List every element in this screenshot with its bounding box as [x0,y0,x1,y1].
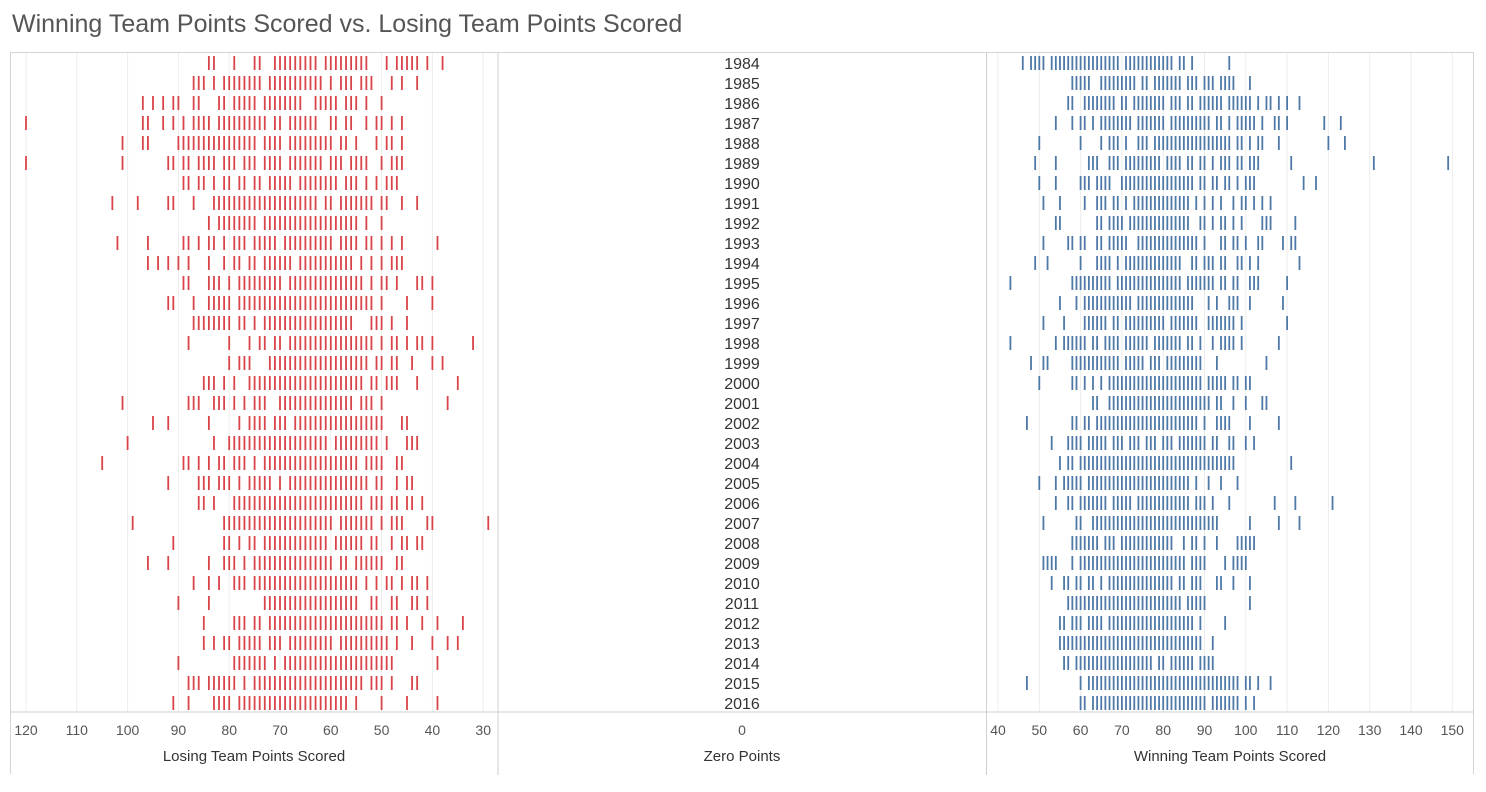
year-label: 2003 [724,436,760,453]
tick-label: 40 [425,722,441,738]
year-label: 1994 [724,256,760,273]
year-label: 2009 [724,556,760,573]
year-label: 2004 [724,456,760,473]
year-label: 2000 [724,376,760,393]
year-label: 2013 [724,636,760,653]
year-label: 2014 [724,656,760,673]
tick-label: 40 [990,722,1006,738]
year-label: 2002 [724,416,760,433]
zero-axis-title: Zero Points [703,748,781,765]
tick-label: 0 [738,722,746,738]
tick-label: 70 [272,722,288,738]
year-label: 2007 [724,516,760,533]
tick-label: 120 [14,722,38,738]
year-label: 1987 [724,116,760,133]
year-label: 2010 [724,576,760,593]
year-label: 1993 [724,236,760,253]
tick-label: 60 [323,722,339,738]
year-label: 1998 [724,336,760,353]
year-label: 1988 [724,136,760,153]
tick-label: 100 [1234,722,1258,738]
tick-label: 140 [1399,722,1423,738]
year-label: 1991 [724,196,760,213]
tick-label: 100 [116,722,140,738]
year-label: 2011 [725,596,760,613]
year-label: 2006 [724,496,760,513]
year-label: 1996 [724,296,760,313]
year-label: 1986 [724,96,760,113]
year-label: 2008 [724,536,760,553]
chart-title: Winning Team Points Scored vs. Losing Te… [12,10,683,38]
losing-panel [25,56,490,710]
tick-label: 30 [475,722,491,738]
year-label: 2016 [724,696,760,713]
tick-label: 150 [1441,722,1465,738]
losing-axis-title: Losing Team Points Scored [162,748,346,765]
year-label: 2005 [724,476,760,493]
tick-label: 70 [1114,722,1130,738]
tick-label: 130 [1358,722,1382,738]
year-label: 1997 [724,316,760,333]
zero-points-panel: 1984 1985 1986 1987 1988 1989 1990 1991 1992 1993… [724,56,760,713]
tick-label: 50 [1032,722,1048,738]
tick-label: 80 [221,722,237,738]
tick-label: 90 [1197,722,1213,738]
axes: 120 110 100 90 80 70 60 50 40 30 0 40 50 60 70 80 90 100 1… [10,53,1474,775]
tick-label: 80 [1155,722,1171,738]
year-label: 1995 [724,276,760,293]
year-label: 2015 [724,676,760,693]
tick-label: 90 [171,722,187,738]
year-label: 1992 [724,216,760,233]
winning-panel [1009,56,1450,710]
tick-label: 60 [1073,722,1089,738]
year-label: 1990 [724,176,760,193]
year-label: 1989 [724,156,760,173]
chart-frame [10,52,1474,774]
tick-label: 110 [66,722,89,738]
tick-label: 50 [374,722,390,738]
tick-label: 110 [1276,722,1299,738]
winning-axis-title: Winning Team Points Scored [1133,748,1327,765]
year-label: 1999 [724,356,760,373]
year-label: 2012 [724,616,760,633]
year-label: 2001 [724,396,760,413]
tick-label: 120 [1317,722,1341,738]
year-label: 1985 [724,76,760,93]
year-label: 1984 [724,56,760,73]
